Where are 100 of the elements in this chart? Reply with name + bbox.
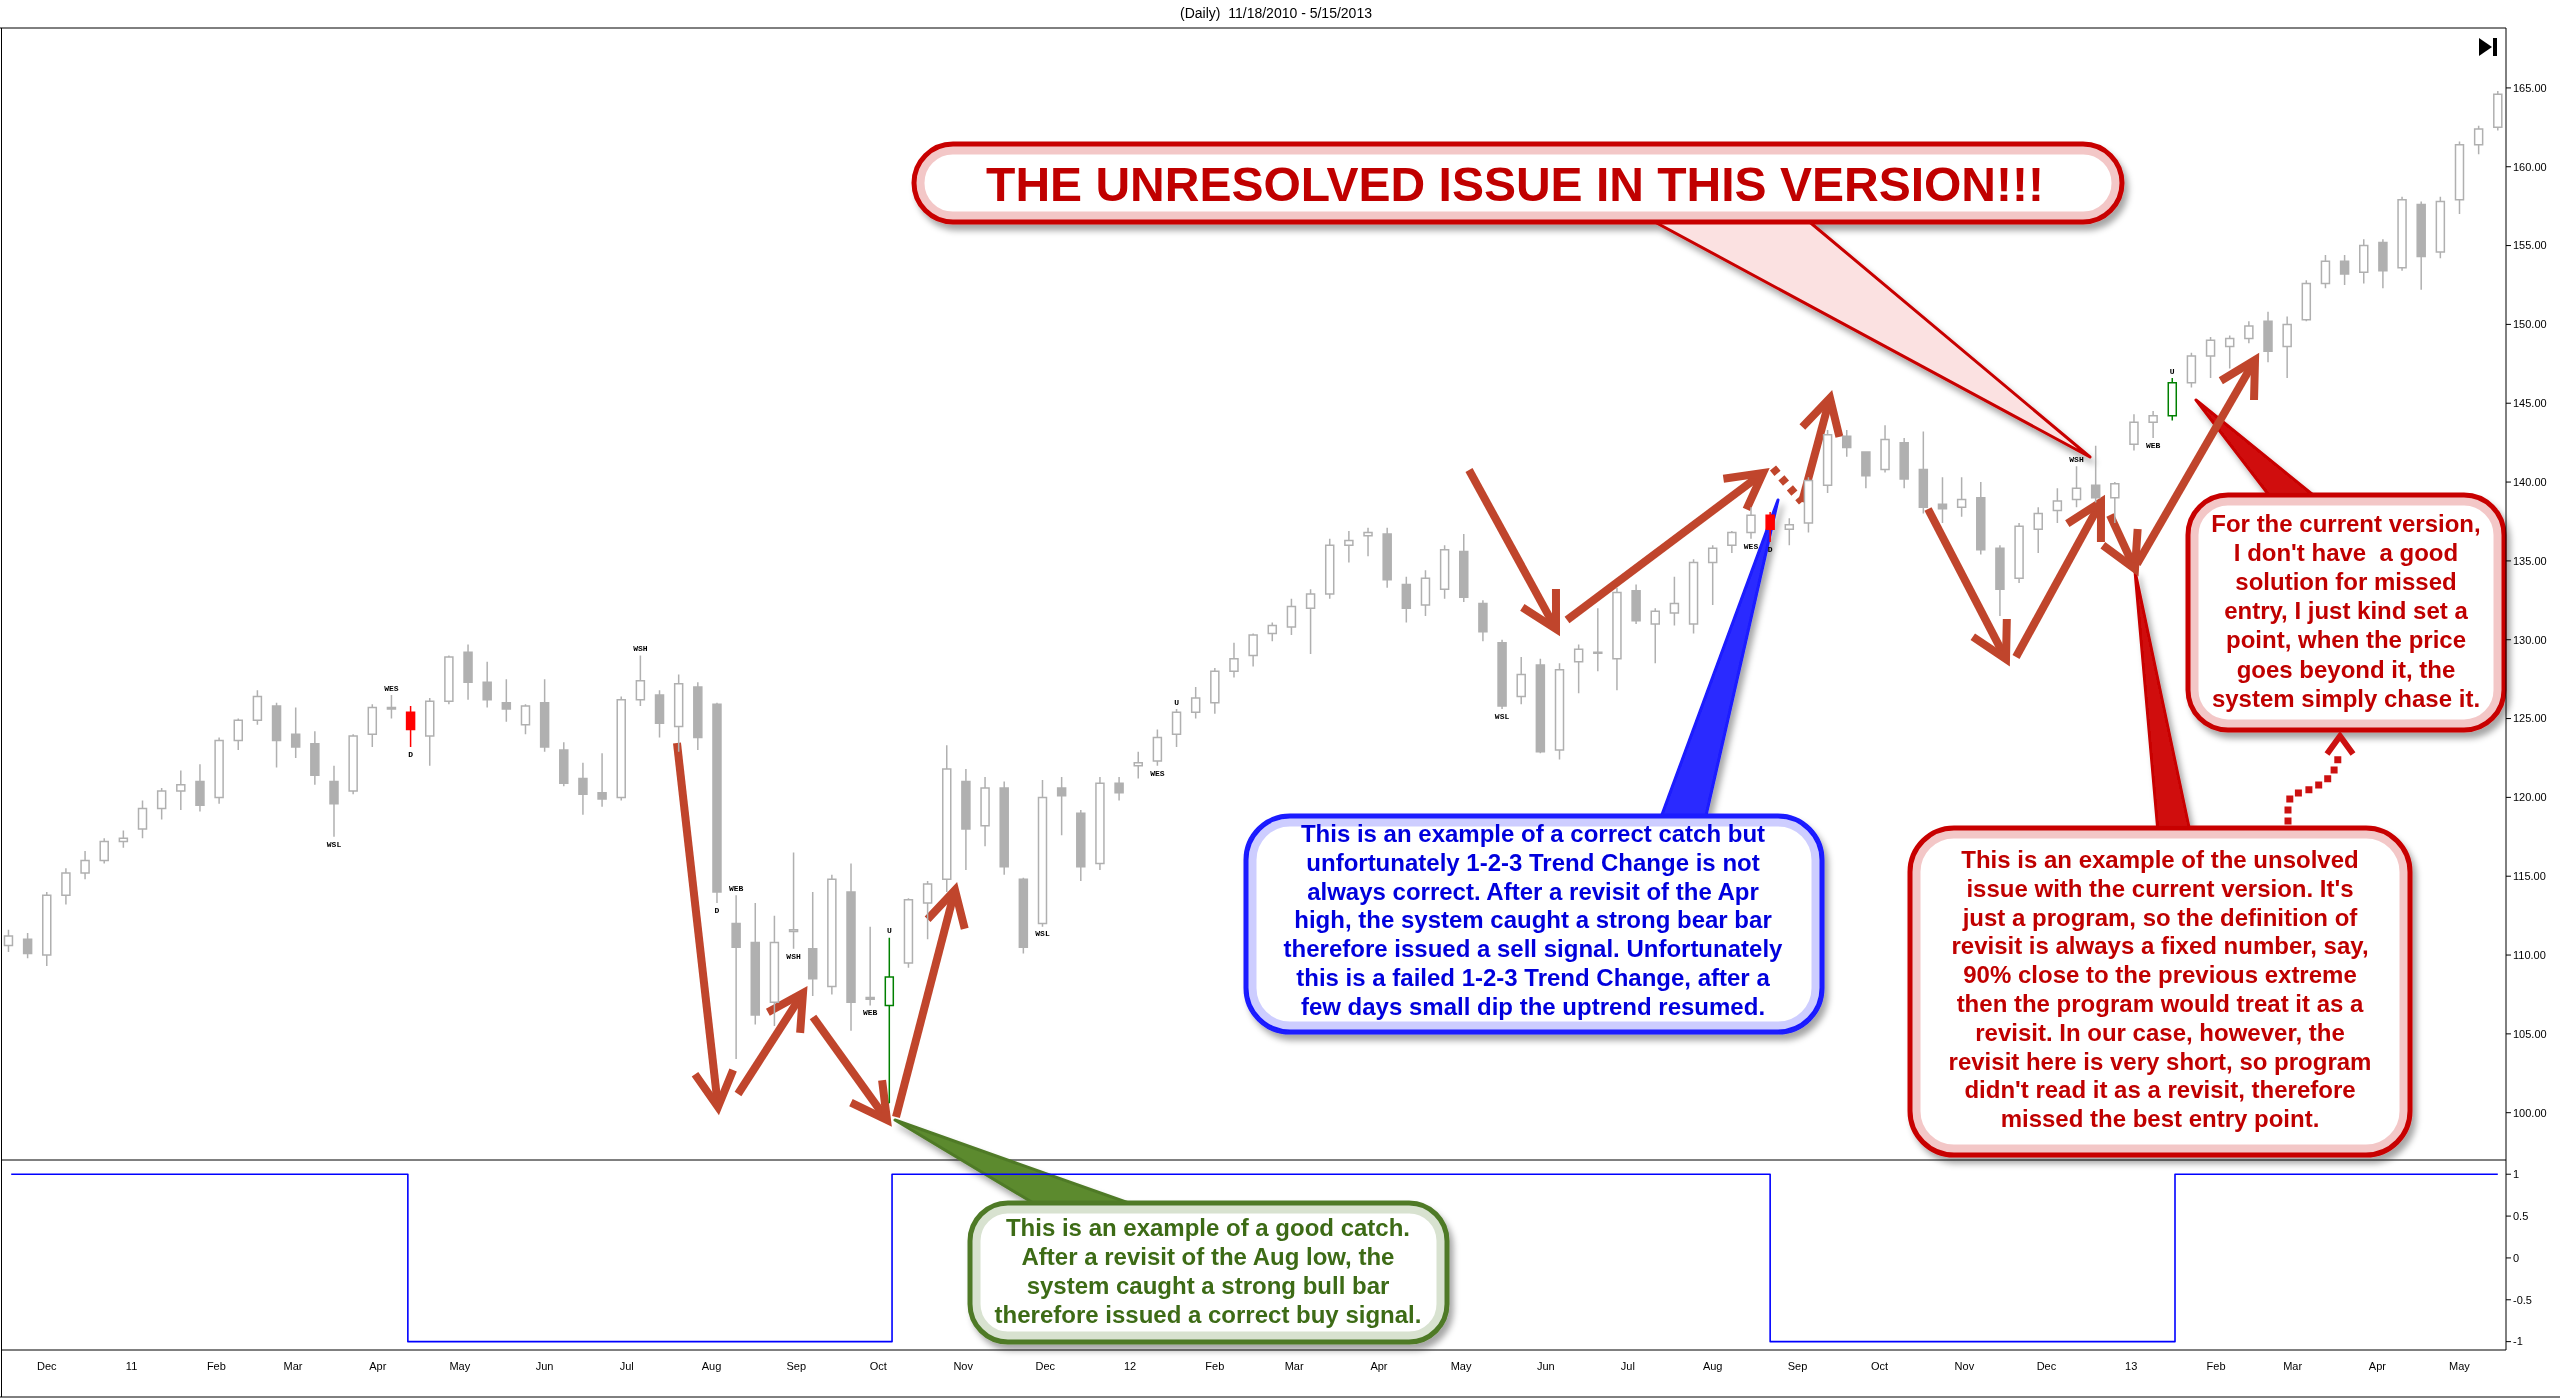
candlestick <box>99 837 109 865</box>
y-tick-label: 145.00 <box>2513 397 2547 410</box>
y-tick-label: 155.00 <box>2513 239 2547 252</box>
annotation: THE UNRESOLVED ISSUE IN THIS VERSION!!! <box>986 158 2044 211</box>
candlestick <box>2397 195 2407 272</box>
y-tick-label: 110.00 <box>2513 948 2546 961</box>
candlestick <box>1401 575 1412 624</box>
x-tick-label: Jul <box>1620 1360 1635 1372</box>
candlestick <box>1171 708 1182 748</box>
candlestick <box>1114 776 1124 802</box>
candlestick <box>1976 481 1986 556</box>
candlestick <box>214 736 224 805</box>
candlestick <box>2454 140 2465 215</box>
candlestick <box>1133 750 1143 780</box>
candlestick <box>922 880 933 941</box>
candlestick <box>1286 597 1297 636</box>
x-tick-label: Mar <box>2283 1360 2303 1372</box>
candlestick <box>559 741 569 788</box>
candlestick <box>1267 621 1278 643</box>
candlestick <box>348 733 358 795</box>
candlestick <box>2263 311 2273 363</box>
y-tick-label: 100.00 <box>2513 1106 2547 1119</box>
candlestick <box>1210 667 1220 715</box>
candlestick <box>2014 522 2024 584</box>
annotation: WES <box>1150 768 1165 778</box>
candlestick <box>750 902 761 1026</box>
x-tick-label: Apr <box>1370 1360 1388 1372</box>
annotation: WSL <box>326 839 342 849</box>
candlestick <box>2493 90 2503 132</box>
candlestick <box>693 681 703 751</box>
candlestick <box>1420 569 1431 617</box>
candlestick <box>424 697 435 767</box>
candlestick <box>788 851 799 950</box>
candlestick <box>1937 476 1948 524</box>
candlestick <box>1535 657 1546 754</box>
candlestick <box>271 702 282 769</box>
x-tick-label: Feb <box>2206 1360 2226 1372</box>
x-tick-label: Oct <box>869 1360 887 1372</box>
candlestick <box>2110 481 2120 524</box>
x-tick-label: Sep <box>786 1360 807 1372</box>
annotation: WSL <box>1035 929 1050 939</box>
y-tick-label: 130.00 <box>2513 633 2547 646</box>
x-tick-label: Mar <box>283 1360 303 1372</box>
candlestick <box>195 763 205 813</box>
annotation: WSH <box>2069 455 2084 465</box>
candlestick <box>1459 533 1469 603</box>
candlestick <box>865 925 875 1007</box>
candlestick <box>1344 530 1354 564</box>
annotation: This is an example of a good catch. After a revisit of the Aug low, the system caught a strong bull bar therefore issued a correct buy signal. <box>994 1214 1422 1328</box>
candlestick <box>2244 320 2254 345</box>
candlestick <box>1765 511 1775 543</box>
candlestick <box>1650 607 1660 665</box>
x-tick-label: Jun <box>535 1360 554 1372</box>
candlestick <box>1478 599 1488 643</box>
candlestick <box>578 761 588 816</box>
candlestick <box>1095 776 1105 871</box>
candlestick <box>1152 728 1163 767</box>
candlestick <box>980 776 990 848</box>
candlestick <box>2378 238 2388 289</box>
x-tick-label: Oct <box>1871 1360 1889 1372</box>
candlestick <box>1190 686 1201 720</box>
candlestick <box>367 703 378 748</box>
candlestick <box>827 873 837 996</box>
y-tick-label: 0.5 <box>2513 1209 2529 1222</box>
candlestick <box>2473 125 2484 155</box>
x-tick-label: Feb <box>206 1360 226 1372</box>
x-tick-label: Sep <box>1787 1360 1808 1372</box>
candlestick <box>1056 776 1067 836</box>
candlestick <box>61 867 71 906</box>
y-tick-label: 0 <box>2513 1251 2520 1264</box>
candlestick <box>2320 254 2331 289</box>
candlestick <box>482 661 492 709</box>
annotation: WEB <box>862 1008 878 1018</box>
candlestick <box>3 929 14 953</box>
y-tick-label: 150.00 <box>2513 318 2547 331</box>
y-tick-label: 165.00 <box>2513 81 2547 94</box>
annotation: WEB <box>2145 440 2161 450</box>
y-tick-label: 120.00 <box>2513 791 2547 804</box>
annotation: WSH <box>786 951 801 961</box>
candlestick <box>137 799 148 840</box>
candlestick <box>731 894 741 1060</box>
annotation: WES <box>384 683 399 693</box>
candlestick <box>1631 583 1641 625</box>
candlestick <box>1018 877 1029 955</box>
candlestick <box>2224 334 2235 370</box>
candlestick <box>1841 429 1852 458</box>
x-tick-label: Jul <box>619 1360 634 1372</box>
annotation: D <box>1767 544 1773 554</box>
x-tick-label: Nov <box>1954 1360 1975 1372</box>
x-tick-label: 13 <box>2125 1360 2138 1372</box>
candlestick <box>1497 638 1507 710</box>
annotation: WSL <box>1494 711 1510 721</box>
candlestick <box>1439 544 1450 600</box>
candlestick <box>654 689 665 739</box>
candlestick <box>2301 279 2312 322</box>
candlestick <box>2090 445 2101 504</box>
candlestick <box>2052 487 2063 524</box>
x-tick-label: Aug <box>701 1360 722 1372</box>
chart-title: (Daily) 11/18/2010 - 5/15/2013 <box>1180 5 1373 21</box>
candlestick <box>1037 779 1048 928</box>
